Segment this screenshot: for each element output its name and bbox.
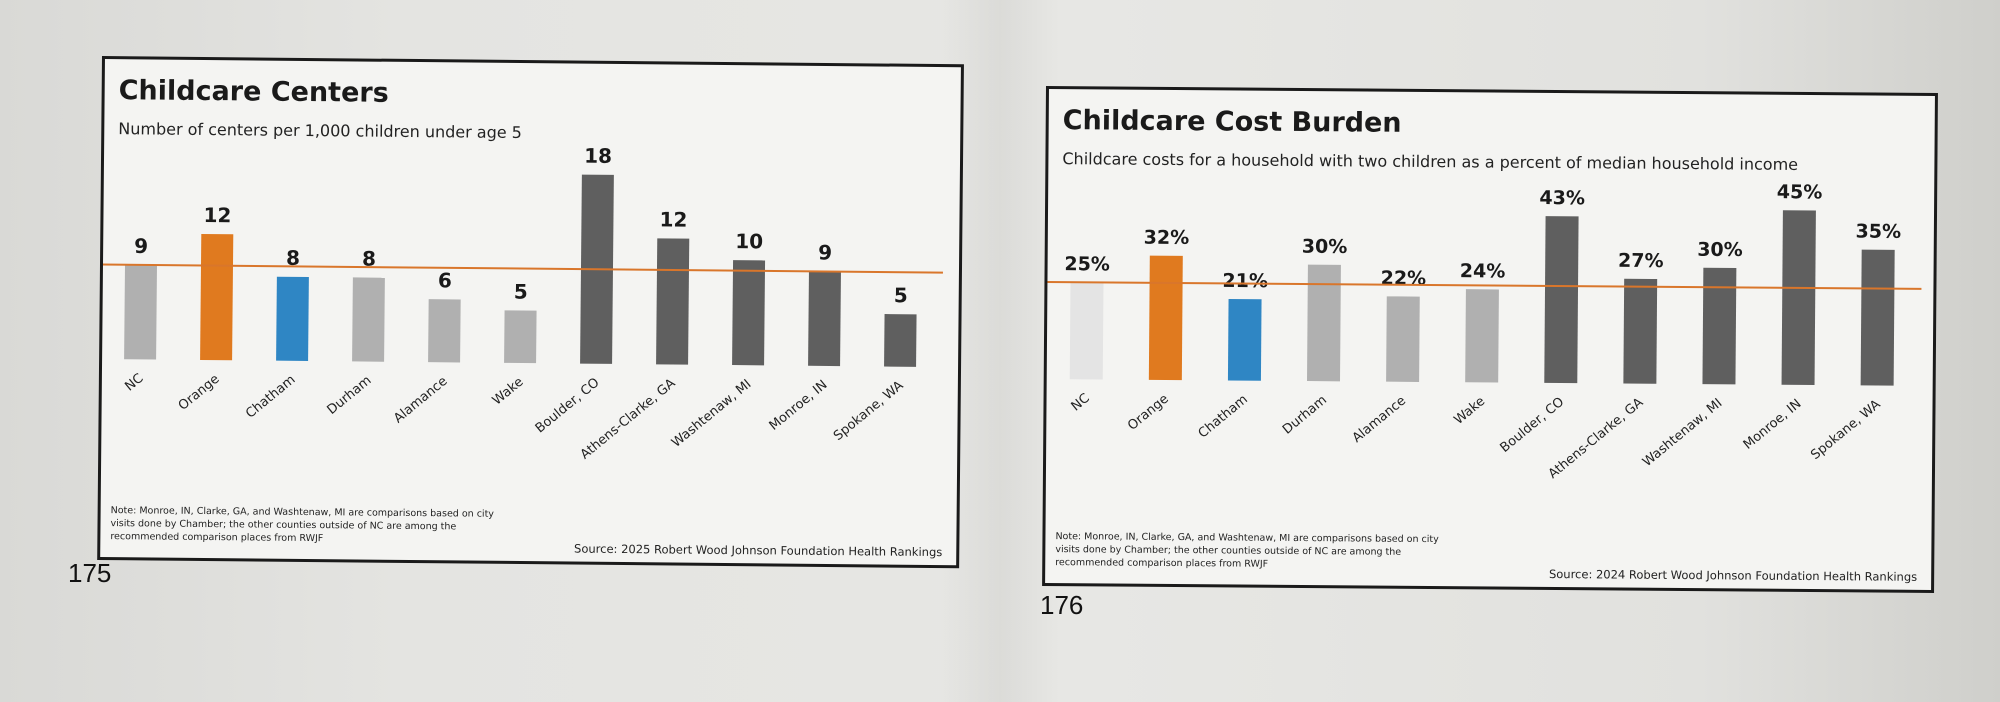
data-label: 6 [438,268,452,292]
bar [1623,278,1658,384]
x-tick-label: Orange [176,372,223,414]
chart-source: Source: 2024 Robert Wood Johnson Foundat… [1548,566,1918,584]
chart-panel-childcare-centers: Childcare Centers Number of centers per … [97,56,964,569]
bar [1702,267,1737,385]
data-label: 8 [286,246,300,270]
data-label: 22% [1381,267,1427,289]
data-label: 12 [659,207,687,231]
data-label: 25% [1064,253,1110,275]
data-label: 43% [1539,187,1585,209]
data-label: 18 [584,144,612,168]
bar [1544,216,1579,384]
x-tick-label: Chatham [243,372,298,421]
data-label: 5 [894,283,908,307]
bar [1860,249,1895,386]
bar [732,260,766,366]
x-tick-label: Orange [1125,391,1172,433]
chart-note: Note: Monroe, IN, Clarke, GA, and Washte… [1055,531,1439,570]
data-label: 10 [735,229,763,253]
bar [1307,264,1341,382]
bar-chart: 9 NC 12 Orange 8 Chatham 8 Durham 6 Alamance 5 Wake… [100,144,943,463]
x-tick-label: NC [1069,391,1093,415]
data-label: 27% [1618,250,1664,272]
data-label: 30% [1302,236,1348,258]
x-tick-label: Alamance [1350,393,1409,446]
x-tick-label: Monroe, IN [1741,396,1805,452]
data-label: 24% [1460,260,1506,282]
bar [200,233,234,361]
x-tick-label: Boulder, CO [1498,395,1568,456]
x-tick-label: Boulder, CO [533,375,603,436]
bar [124,264,157,360]
x-tick-label: Washtenaw, MI [1640,396,1725,470]
data-label: 32% [1144,227,1190,249]
chart-note: Note: Monroe, IN, Clarke, GA, and Washte… [110,505,494,545]
bar [1227,298,1262,381]
bar [1386,296,1420,382]
data-label: 45% [1777,181,1823,203]
x-tick-label: Spokane, WA [1808,397,1883,463]
reference-line [100,263,943,274]
bar [884,314,917,367]
x-tick-label: Durham [1280,393,1330,438]
bar [276,276,309,361]
data-label: 9 [818,240,832,264]
bar [656,238,690,365]
bar [352,277,385,362]
bar [1465,289,1499,383]
chart-panel-childcare-cost-burden: Childcare Cost Burden Childcare costs fo… [1042,86,1938,593]
data-label: 12 [203,203,231,227]
bar [1148,255,1183,381]
bar [504,310,537,364]
bar-chart: 25% NC 32% Orange 21% Chatham 30% Durham 22% Alam… [1045,181,1922,482]
x-tick-label: Monroe, IN [767,377,831,433]
bar [428,299,461,363]
page-number: 175 [68,558,112,588]
x-tick-label: Chatham [1196,392,1251,441]
x-tick-label: NC [122,371,146,395]
data-label: 5 [514,279,528,303]
reference-line [1045,280,1922,290]
page-number: 176 [1040,590,1084,620]
x-tick-label: Washtenaw, MI [669,377,754,451]
x-tick-label: Wake [1451,394,1488,428]
x-tick-label: Wake [490,375,527,409]
data-label: 30% [1697,239,1743,261]
bar [808,271,841,367]
x-tick-label: Spokane, WA [831,378,906,444]
data-label: 35% [1856,221,1902,243]
x-tick-label: Durham [325,373,375,418]
data-label: 9 [134,234,148,258]
bar [1069,282,1104,380]
data-label: 8 [362,247,376,271]
x-tick-label: Alamance [391,374,450,427]
data-label: 21% [1222,270,1268,292]
bar [1781,210,1816,386]
